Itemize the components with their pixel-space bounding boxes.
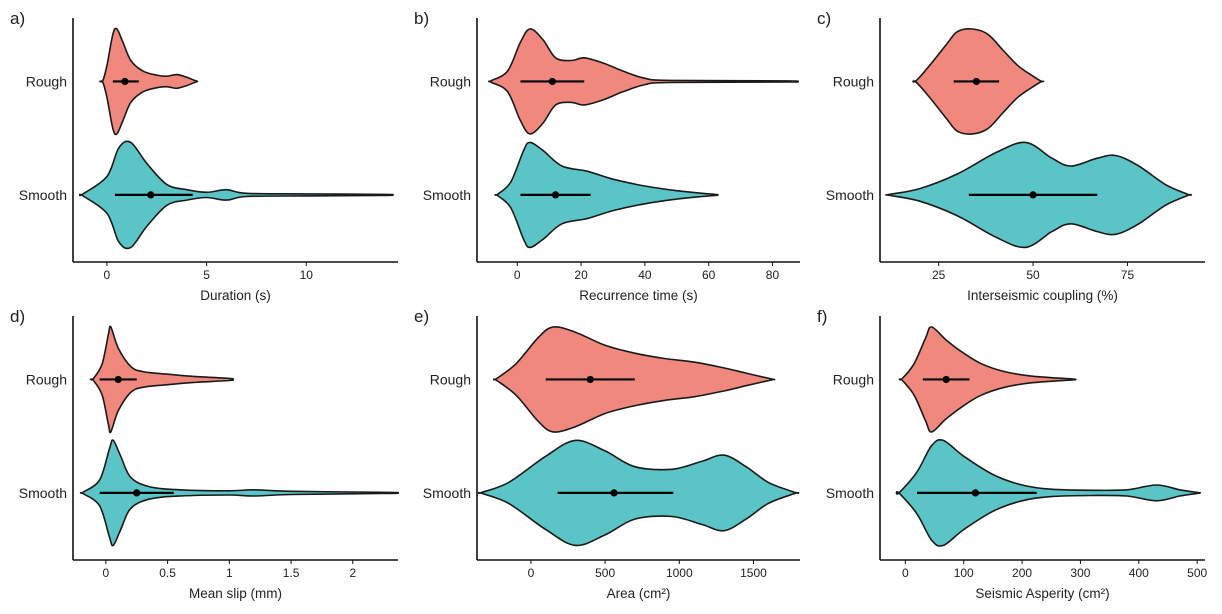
category-label-smooth: Smooth xyxy=(826,187,874,203)
violin-smooth xyxy=(78,140,394,250)
x-tick-label: 25 xyxy=(932,268,946,282)
x-tick-label: 0.5 xyxy=(159,566,176,580)
violin-rough xyxy=(99,27,199,136)
x-tick-label: 300 xyxy=(1070,566,1090,580)
x-tick-label: 40 xyxy=(638,268,652,282)
category-label-rough: Rough xyxy=(26,371,67,387)
violin-panel-f: f) 0 100 200 300 400 500 Seismic Asperity (cm²)… xyxy=(817,307,1207,601)
category-label-smooth: Smooth xyxy=(826,485,874,501)
category-label-rough: Rough xyxy=(833,371,874,387)
mean-point-rough xyxy=(114,375,122,384)
x-tick-label: 75 xyxy=(1121,268,1135,282)
x-tick-label: 0 xyxy=(104,268,111,282)
panel-letter: e) xyxy=(414,307,429,326)
x-tick-label: 10 xyxy=(300,268,314,282)
x-axis-title: Seismic Asperity (cm²) xyxy=(975,586,1109,601)
category-label-rough: Rough xyxy=(430,73,471,89)
category-label-rough: Rough xyxy=(26,73,67,89)
panel-letter: f) xyxy=(817,307,827,326)
x-tick-label: 200 xyxy=(1012,566,1032,580)
violin-rough xyxy=(487,28,800,135)
violin-panel-b: b) 0 20 40 60 80 Recurrence time (s) Rough Smoot… xyxy=(414,9,800,303)
x-tick-label: 0 xyxy=(514,268,521,282)
x-tick-label: 20 xyxy=(574,268,588,282)
category-label-smooth: Smooth xyxy=(423,485,471,501)
violin-smooth xyxy=(79,439,400,547)
x-tick-label: 1.5 xyxy=(283,566,300,580)
x-tick-label: 400 xyxy=(1129,566,1149,580)
panel-letter: a) xyxy=(10,9,25,28)
x-tick-label: 60 xyxy=(702,268,716,282)
x-axis-title: Recurrence time (s) xyxy=(579,288,698,303)
x-tick-label: 1 xyxy=(226,566,233,580)
violin-rough xyxy=(89,325,235,434)
x-axis-title: Duration (s) xyxy=(200,288,271,303)
x-tick-label: 500 xyxy=(1187,566,1207,580)
violin-panel-e: e) 0 500 1000 1500 Area (cm²) Rough Smooth xyxy=(414,307,800,601)
mean-point-smooth xyxy=(551,191,560,199)
violin-rough xyxy=(898,326,1077,433)
mean-point-smooth xyxy=(971,489,979,497)
mean-point-smooth xyxy=(133,489,141,497)
mean-point-rough xyxy=(942,375,950,384)
x-tick-label: 500 xyxy=(595,566,615,580)
mean-point-smooth xyxy=(147,191,155,199)
x-tick-label: 0 xyxy=(528,566,535,580)
mean-point-rough xyxy=(972,77,981,86)
mean-point-rough xyxy=(548,77,556,86)
category-label-smooth: Smooth xyxy=(19,485,67,501)
panel-letter: c) xyxy=(817,9,831,28)
category-label-rough: Rough xyxy=(430,371,471,387)
x-tick-label: 80 xyxy=(766,268,780,282)
x-tick-label: 5 xyxy=(203,268,210,282)
violin-smooth xyxy=(895,438,1202,547)
panel-letter: d) xyxy=(10,307,25,326)
x-axis-title: Area (cm²) xyxy=(607,586,671,601)
mean-point-smooth xyxy=(1029,191,1037,199)
x-tick-label: 0 xyxy=(902,566,909,580)
violin-panel-d: d) 0 0.5 1 1.5 2 Mean slip (mm) Rough Smooth xyxy=(10,307,400,601)
violin-panel-a: a) 0 5 10 Duration (s) Rough Smooth xyxy=(10,9,398,303)
mean-point-rough xyxy=(121,77,129,86)
x-tick-label: 2 xyxy=(349,566,356,580)
x-tick-label: 50 xyxy=(1026,268,1040,282)
mean-point-rough xyxy=(586,375,594,384)
x-tick-label: 1000 xyxy=(666,566,693,580)
category-label-smooth: Smooth xyxy=(423,187,471,203)
panel-letter: b) xyxy=(414,9,429,28)
x-tick-label: 100 xyxy=(954,566,974,580)
x-tick-label: 0 xyxy=(103,566,110,580)
mean-point-smooth xyxy=(610,489,618,497)
category-label-rough: Rough xyxy=(833,73,874,89)
x-axis-title: Interseismic coupling (%) xyxy=(967,288,1118,303)
x-tick-label: 1500 xyxy=(740,566,767,580)
violin-smooth xyxy=(494,141,719,249)
category-label-smooth: Smooth xyxy=(19,187,67,203)
x-axis-title: Mean slip (mm) xyxy=(189,586,282,601)
